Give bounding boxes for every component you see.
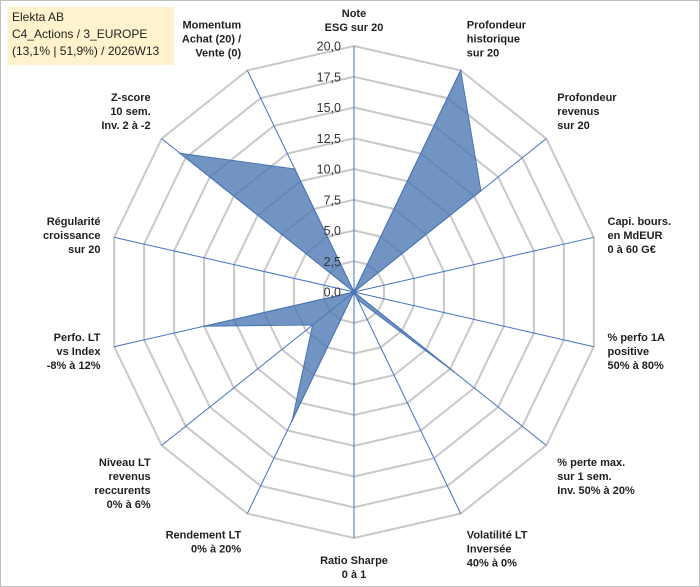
- axis-label: Perfo. LT vs Index -8% à 12%: [47, 332, 102, 372]
- axis-label-line: Inversée: [467, 543, 512, 555]
- axis-label-line: ESG sur 20: [325, 22, 384, 34]
- axis-spoke: [353, 291, 462, 514]
- tick-label: 5,0: [324, 224, 341, 238]
- axis-label-line: Perfo. LT: [54, 332, 101, 344]
- axis-label-line: revenus: [557, 106, 599, 118]
- axis-label-line: Niveau LT: [99, 457, 151, 469]
- axis-label-line: Vente (0): [195, 48, 241, 60]
- axis-label-line: Profondeur: [467, 20, 527, 32]
- tick-label: 17,5: [317, 70, 341, 84]
- axis-label-line: 0% à 6%: [107, 499, 151, 511]
- axis-spoke: [353, 291, 594, 348]
- axis-label-line: 0 à 60 G€: [608, 244, 656, 256]
- data-point: [203, 325, 205, 328]
- axis-label-line: Inv. 50% à 20%: [557, 485, 635, 497]
- data-point: [179, 152, 181, 154]
- axis-label-line: Régularité: [47, 216, 101, 228]
- axis-label: Volatilité LT Inversée 40% à 0%: [467, 529, 528, 569]
- axis-label-line: historique: [467, 34, 520, 46]
- axis-label: Ratio Sharpe 0 à 1: [320, 555, 388, 581]
- tick-label: 10,0: [317, 163, 341, 177]
- data-point: [291, 419, 293, 422]
- chart-title-box: Elekta AB C4_Actions / 3_EUROPE (13,1% |…: [8, 7, 174, 65]
- axis-label-line: Achat (20) /: [182, 34, 241, 46]
- axis-label: Momentum Achat (20) / Vente (0): [182, 20, 242, 60]
- axis-label-line: positive: [608, 346, 650, 358]
- series-area: [178, 68, 482, 421]
- axis-label-line: Momentum: [183, 20, 242, 32]
- axis-label-line: -8% à 12%: [47, 360, 101, 372]
- axis-label-line: Ratio Sharpe: [320, 555, 388, 567]
- axis-label-line: 10 sem.: [110, 106, 150, 118]
- axis-label-line: revenus: [108, 471, 150, 483]
- data-point: [480, 190, 482, 192]
- axis-label: Niveau LT revenus reccurents 0% à 6%: [94, 457, 151, 511]
- title-line-category: C4_Actions / 3_EUROPE: [12, 27, 148, 41]
- axis-label: Profondeur revenus sur 20: [557, 92, 617, 132]
- axis-label: Note ESG sur 20: [325, 8, 384, 34]
- data-point: [311, 324, 314, 326]
- axis-label: Profondeur historique sur 20: [467, 20, 527, 60]
- tick-label: 12,5: [317, 132, 341, 146]
- axis-label-line: sur 1 sem.: [557, 471, 611, 483]
- data-point: [294, 168, 296, 170]
- axis-spoke: [353, 236, 594, 293]
- tick-label: 2,5: [324, 255, 341, 269]
- axis-label-line: en MdEUR: [608, 230, 663, 242]
- axis-label-line: vs Index: [56, 346, 101, 358]
- axis-label-line: 50% à 80%: [608, 360, 664, 372]
- axis-label-line: 0 à 1: [342, 569, 366, 581]
- axis-label: Régularité croissance sur 20: [43, 216, 100, 256]
- axis-label-line: Capi. bours.: [608, 216, 672, 228]
- data-point: [459, 69, 462, 72]
- axis-label-line: 40% à 0%: [467, 557, 517, 569]
- tick-label: 15,0: [317, 101, 341, 115]
- axis-label-line: sur 20: [557, 120, 589, 132]
- axis-label-line: croissance: [43, 230, 100, 242]
- axis-label: Capi. bours. en MdEUR 0 à 60 G€: [608, 216, 672, 256]
- axis-label-line: Z-score: [111, 92, 151, 104]
- axis-label-line: Rendement LT: [166, 529, 242, 541]
- data-point: [356, 299, 359, 301]
- axis-label-line: sur 20: [467, 48, 499, 60]
- axis-label-line: reccurents: [94, 485, 150, 497]
- tick-label: 7,5: [324, 193, 341, 207]
- axis-label-line: Note: [342, 8, 366, 20]
- title-line-company: Elekta AB: [12, 10, 65, 24]
- axis-label-line: Inv. 2 à -2: [101, 120, 150, 132]
- tick-label: 20,0: [317, 40, 341, 54]
- axis-label-line: Volatilité LT: [467, 529, 528, 541]
- title-line-stats: (13,1% | 51,9%) / 2026W13: [12, 44, 160, 58]
- axis-label-line: sur 20: [68, 244, 100, 256]
- axis-label-line: Profondeur: [557, 92, 617, 104]
- axis-label: Z-score 10 sem. Inv. 2 à -2: [101, 92, 150, 132]
- data-point: [453, 371, 455, 373]
- tick-label: 0,0: [324, 286, 341, 300]
- data-point: [353, 291, 355, 293]
- axis-label-line: 0% à 20%: [191, 543, 241, 555]
- axis-label-line: % perfo 1A: [608, 332, 666, 344]
- axis-label-line: % perte max.: [557, 457, 625, 469]
- axis-label: Rendement LT 0% à 20%: [166, 529, 242, 555]
- axis-spoke: [114, 236, 355, 293]
- axis-label: % perte max. sur 1 sem. Inv. 50% à 20%: [557, 457, 635, 497]
- axis-label: % perfo 1A positive 50% à 80%: [608, 332, 666, 372]
